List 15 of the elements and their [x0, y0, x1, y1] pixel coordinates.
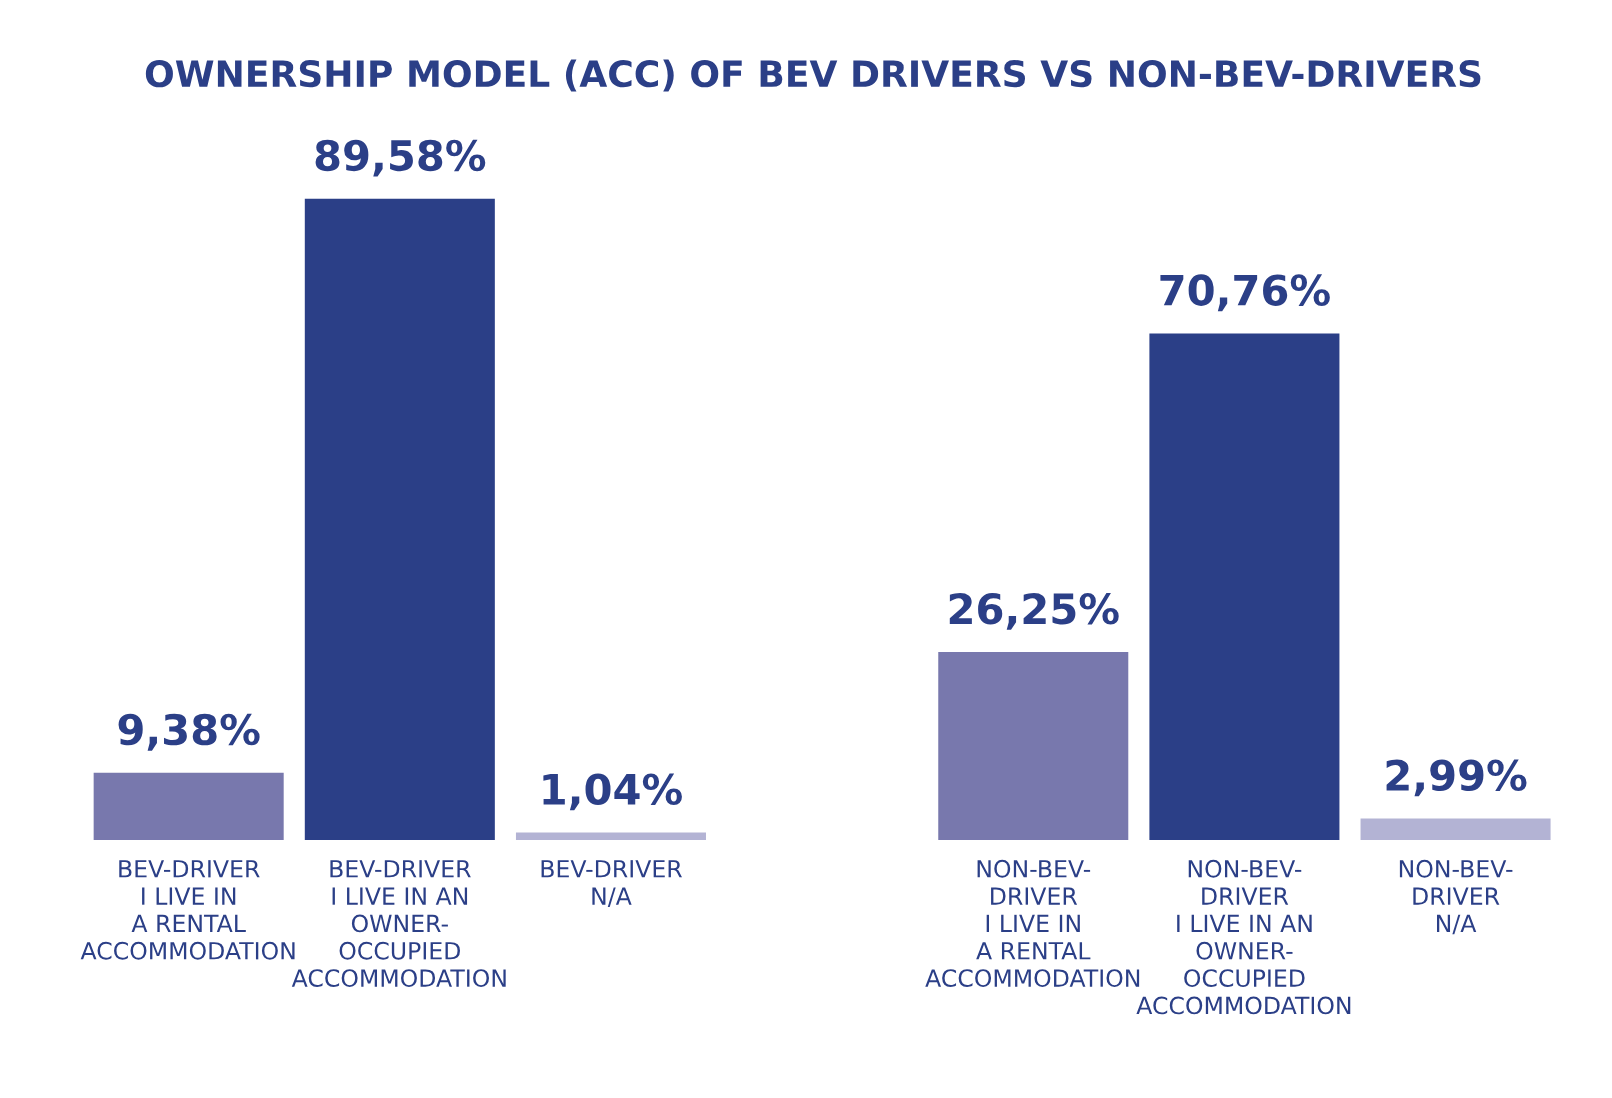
data-label: 1,04% — [543, 773, 682, 811]
bar — [1149, 333, 1340, 840]
bar — [1360, 818, 1551, 840]
bar — [515, 832, 706, 840]
bar — [93, 772, 284, 840]
data-label: 9,38% — [118, 713, 260, 751]
data-label: 2,99% — [1386, 759, 1527, 797]
x-tick-label: BEV-DRIVER N/A — [541, 860, 682, 907]
chart-title: OWNERSHIP MODEL (ACC) OF BEV DRIVERS VS NON-BEV-DRIVERS — [145, 59, 1481, 92]
data-label: 89,58% — [315, 139, 486, 177]
x-tick-label: NON-BEV- DRIVER N/A — [1399, 859, 1513, 935]
data-label: 70,76% — [1160, 274, 1330, 312]
bar — [938, 652, 1129, 840]
bar — [304, 198, 495, 840]
data-label: 26,25% — [949, 593, 1119, 630]
